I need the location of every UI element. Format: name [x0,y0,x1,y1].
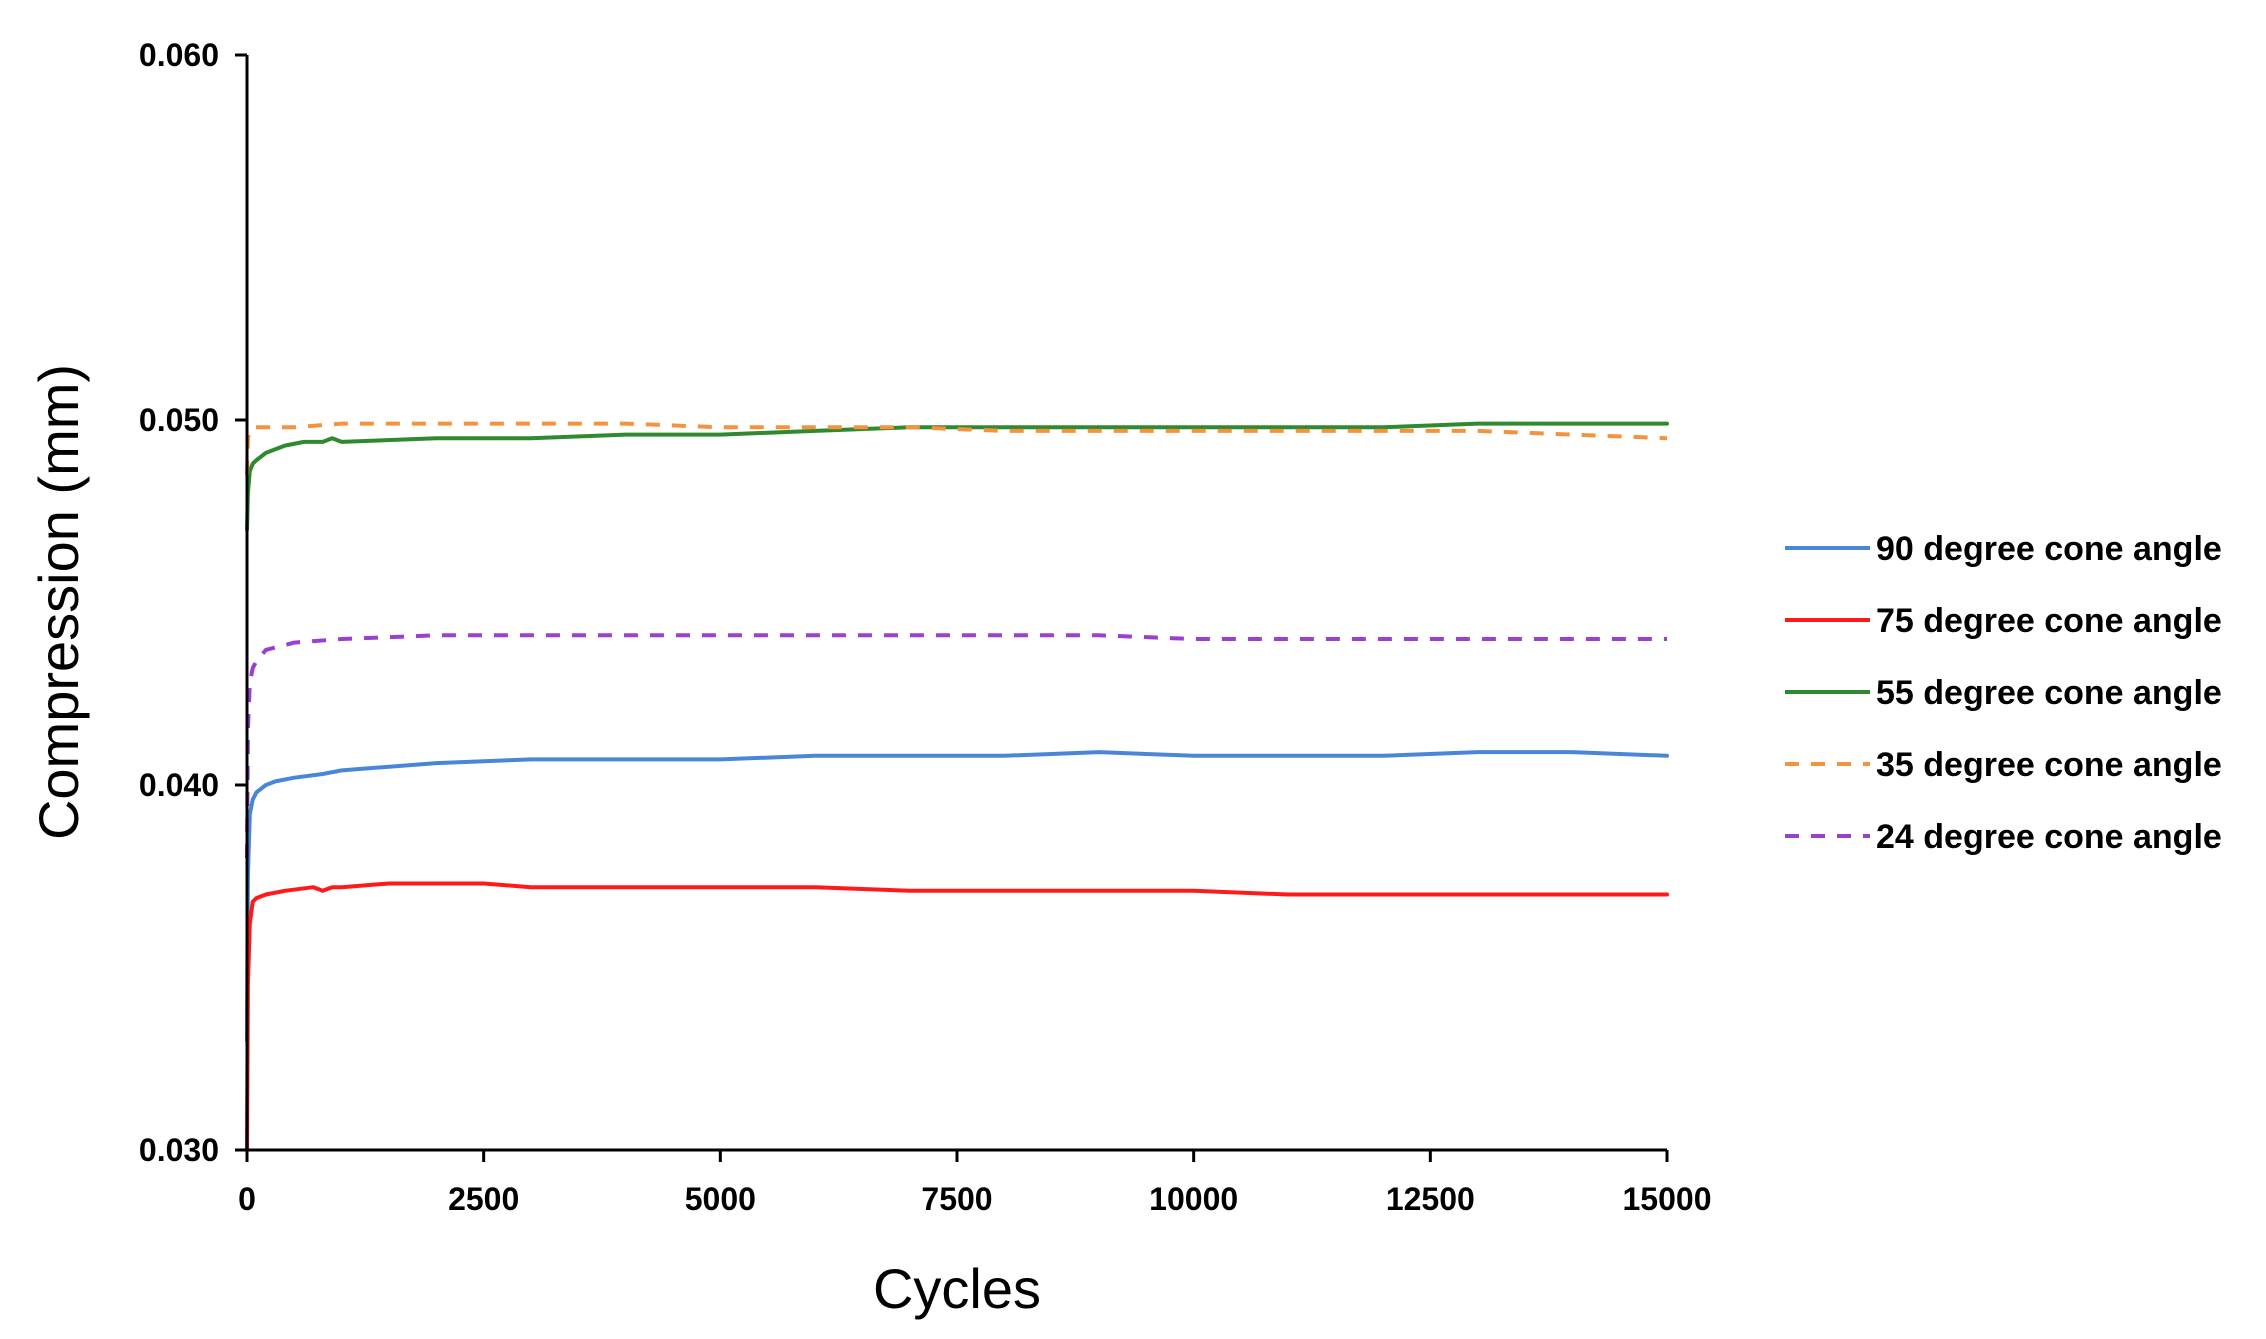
y-axis-title: Compression (mm) [27,364,90,840]
x-tick-label: 15000 [1623,1181,1712,1217]
x-tick-label: 7500 [921,1181,992,1217]
y-axis-ticks: 0.030 0.040 0.050 0.060 [139,37,247,1168]
y-tick-label: 0.060 [139,37,219,73]
legend-label: 24 degree cone angle [1876,818,2222,856]
series-line-75-degree [245,881,1669,1152]
series-line-24-degree [245,633,1667,859]
series-line-35-degree [245,421,1668,475]
y-tick-label: 0.030 [139,1132,219,1168]
x-tick-label: 0 [238,1181,256,1217]
legend-label: 55 degree cone angle [1876,674,2222,712]
series-line-90-degree [245,750,1669,1043]
x-tick-label: 2500 [448,1181,519,1217]
legend-label: 35 degree cone angle [1876,746,2222,784]
x-tick-label: 10000 [1149,1181,1238,1217]
y-tick-label: 0.040 [139,767,219,803]
legend: 90 degree cone angle 75 degree cone angle… [1785,530,2222,856]
series-lines [245,421,1669,1152]
x-axis-ticks: 0 2500 5000 7500 10000 12500 15000 [238,1150,1711,1217]
y-tick-label: 0.050 [139,402,219,438]
legend-label: 75 degree cone angle [1876,602,2222,640]
series-line-55-degree [245,421,1669,532]
x-tick-label: 12500 [1386,1181,1475,1217]
legend-label: 90 degree cone angle [1876,530,2222,568]
x-tick-label: 5000 [685,1181,756,1217]
x-axis-title: Cycles [873,1257,1041,1320]
